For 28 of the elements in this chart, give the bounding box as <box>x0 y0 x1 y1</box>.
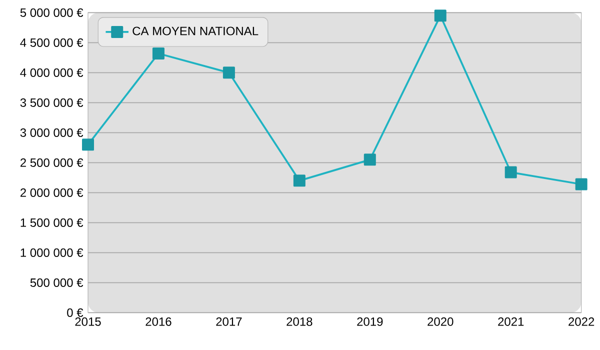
x-tick-label: 2017 <box>216 317 242 326</box>
y-tick-label: 1 000 000 € <box>20 248 84 257</box>
x-tick-label: 2022 <box>568 317 594 326</box>
x-tick-label: 2018 <box>286 317 312 326</box>
point <box>504 166 517 178</box>
point <box>222 66 235 79</box>
x-tick-label: 2016 <box>146 317 172 326</box>
point <box>364 154 376 166</box>
y-tick-label: 2 000 000 € <box>20 188 84 197</box>
x-tick-label: 2020 <box>428 317 454 326</box>
y-tick-label: 3 500 000 € <box>20 98 84 107</box>
y-tick-label: 1 500 000 € <box>20 218 84 227</box>
y-tick-label: 0 € <box>67 308 84 317</box>
point <box>434 10 446 22</box>
point <box>152 47 164 60</box>
point <box>293 174 306 187</box>
legend-label: CA MOYEN NATIONAL <box>132 26 258 36</box>
point <box>82 138 94 151</box>
y-tick-label: 500 000 € <box>30 278 84 287</box>
y-tick-label: 5 000 000 € <box>20 8 84 17</box>
x-tick-label: 2019 <box>357 317 383 326</box>
x-tick-label: 2015 <box>75 317 101 326</box>
y-tick-label: 4 500 000 € <box>20 38 84 47</box>
y-tick-label: 3 000 000 € <box>20 128 84 137</box>
x-tick-label: 2021 <box>498 317 524 326</box>
point <box>575 178 588 190</box>
y-tick-label: 2 500 000 € <box>20 158 84 167</box>
y-tick-label: 4 000 000 € <box>20 68 84 77</box>
